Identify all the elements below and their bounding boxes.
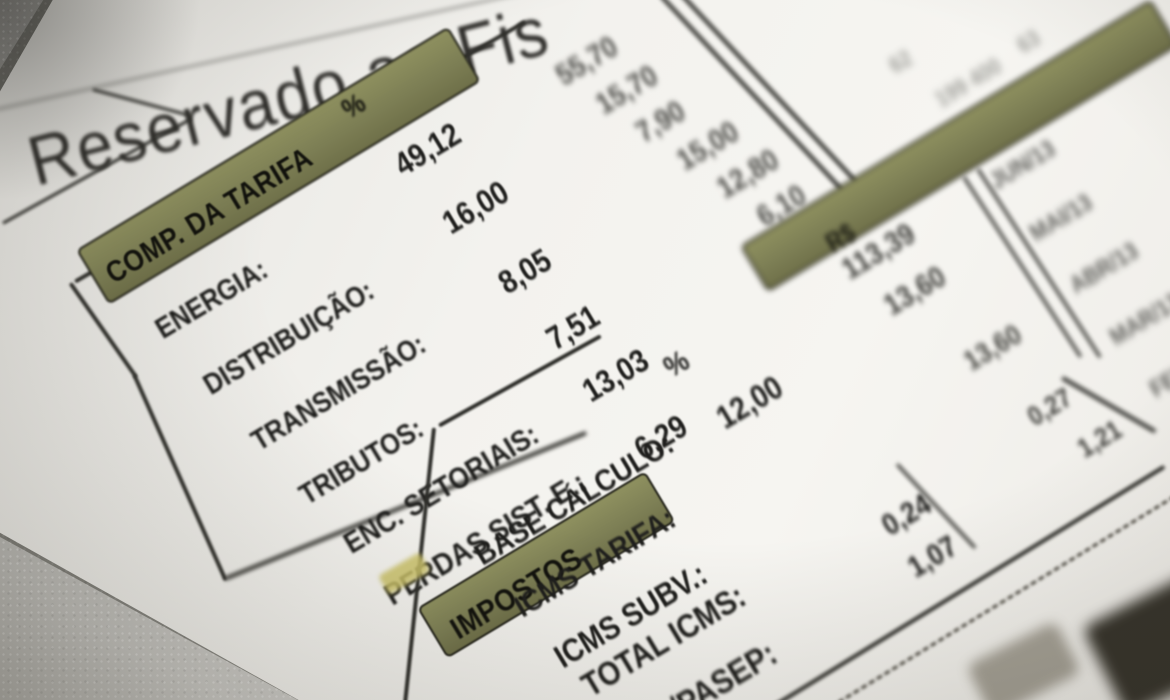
- photo-of-electricity-bill: Reservado ao Fis COMP. DA TARIFA % ENERG…: [0, 0, 1170, 700]
